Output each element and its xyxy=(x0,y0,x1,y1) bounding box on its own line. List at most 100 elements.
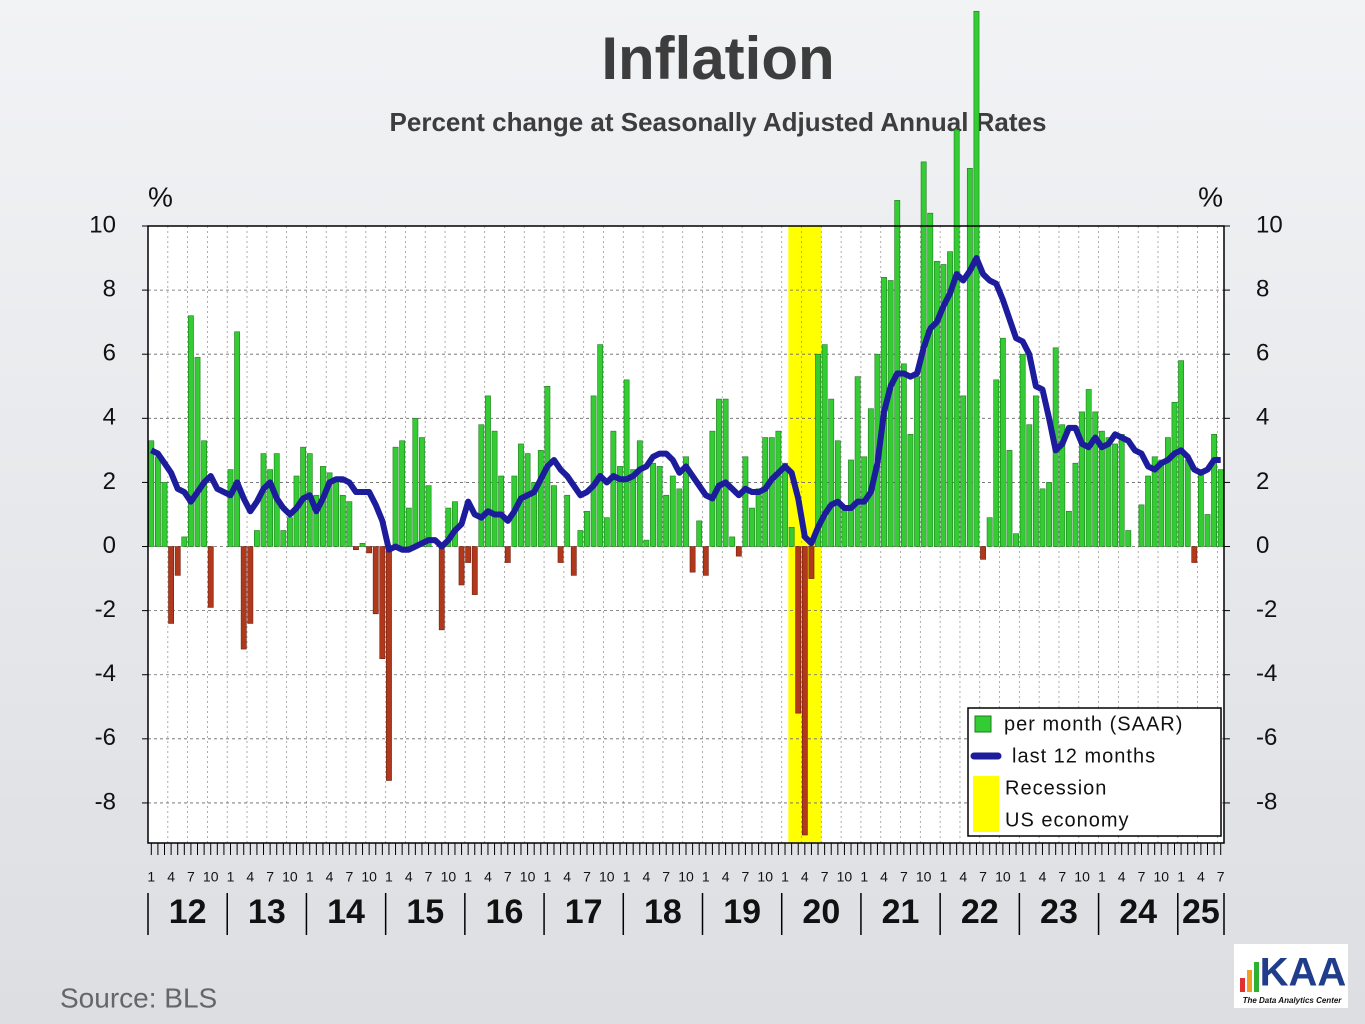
x-tick-label: 1 xyxy=(1098,869,1106,885)
bar xyxy=(564,494,571,547)
bar xyxy=(254,530,260,547)
bar xyxy=(795,546,802,714)
x-tick-label: 4 xyxy=(246,869,254,885)
chart-title: Inflation xyxy=(601,25,834,92)
x-tick-label: 1 xyxy=(227,869,235,885)
bar xyxy=(1072,462,1079,547)
bar xyxy=(359,543,366,547)
bar xyxy=(729,536,736,547)
bar xyxy=(1145,475,1151,547)
bar xyxy=(940,264,947,547)
bar xyxy=(485,395,491,547)
x-tick-label: 4 xyxy=(563,869,571,885)
x-tick-label: 4 xyxy=(1197,869,1205,885)
bar xyxy=(722,398,729,547)
bar xyxy=(676,488,683,547)
y-tick-label: -8 xyxy=(95,788,116,815)
year-label: 18 xyxy=(644,893,682,931)
x-tick-label: 1 xyxy=(385,869,393,885)
x-tick-label: 10 xyxy=(1153,869,1169,885)
bar xyxy=(194,357,201,547)
bar xyxy=(1204,514,1211,547)
bar xyxy=(280,530,287,547)
x-tick-label: 4 xyxy=(959,869,967,885)
bar xyxy=(1032,395,1039,547)
bar xyxy=(1065,510,1072,547)
year-label: 22 xyxy=(961,893,999,931)
x-tick-label: 4 xyxy=(405,869,413,885)
bar xyxy=(927,212,934,547)
bar xyxy=(478,424,485,547)
x-tick-label: 10 xyxy=(995,869,1011,885)
bar xyxy=(537,450,544,547)
year-label: 14 xyxy=(327,893,365,931)
legend-label: Recession xyxy=(1005,777,1107,799)
x-tick-label: 10 xyxy=(916,869,932,885)
bar xyxy=(1217,469,1224,547)
x-tick-label: 7 xyxy=(345,869,353,885)
legend-swatch xyxy=(974,715,992,733)
bar xyxy=(815,353,821,547)
bar xyxy=(663,494,670,547)
bar xyxy=(947,251,953,547)
bar xyxy=(399,440,406,547)
bar xyxy=(788,526,795,547)
y-tick-label: 6 xyxy=(103,340,116,367)
x-tick-label: 7 xyxy=(1138,869,1146,885)
x-tick-label: 7 xyxy=(504,869,512,885)
bar xyxy=(689,546,696,573)
x-tick-label: 10 xyxy=(441,869,457,885)
x-tick-label: 4 xyxy=(1118,869,1126,885)
bar xyxy=(617,466,623,547)
year-label: 24 xyxy=(1119,893,1157,931)
x-tick-label: 4 xyxy=(484,869,492,885)
bar xyxy=(636,440,643,547)
bar xyxy=(1059,424,1066,547)
logo-bar xyxy=(1247,970,1252,992)
y2-tick-label: 4 xyxy=(1256,404,1269,431)
bar xyxy=(419,437,425,547)
x-tick-label: 1 xyxy=(623,869,631,885)
y-tick-label: 4 xyxy=(103,404,116,431)
bar xyxy=(801,546,808,836)
bar xyxy=(1138,504,1145,547)
bar xyxy=(1085,389,1092,547)
bar xyxy=(181,536,188,547)
bar xyxy=(841,507,848,547)
bar xyxy=(458,546,465,586)
year-label: 25 xyxy=(1182,893,1220,931)
bar xyxy=(372,546,379,615)
bar xyxy=(188,315,194,547)
x-tick-label: 4 xyxy=(1039,869,1047,885)
y2-axis-label: % xyxy=(1198,181,1223,212)
bar xyxy=(326,472,333,547)
bar xyxy=(887,280,894,547)
year-label: 21 xyxy=(882,893,920,931)
logo-box xyxy=(1234,944,1348,1008)
bar xyxy=(980,546,986,560)
y2-tick-label: 6 xyxy=(1256,340,1269,367)
bar xyxy=(247,546,254,624)
x-tick-label: 10 xyxy=(678,869,694,885)
bar xyxy=(1026,424,1033,547)
x-tick-label: 4 xyxy=(880,869,888,885)
bar xyxy=(366,546,373,554)
bar xyxy=(1105,437,1112,547)
bar xyxy=(445,507,452,547)
bar xyxy=(333,478,340,547)
legend-label: US economy xyxy=(1005,809,1130,831)
bar xyxy=(854,376,861,547)
y2-tick-label: 0 xyxy=(1256,532,1269,559)
bar xyxy=(313,494,320,547)
x-tick-label: 1 xyxy=(306,869,314,885)
bar xyxy=(907,434,914,547)
bar xyxy=(1191,546,1198,563)
x-tick-label: 7 xyxy=(1058,869,1066,885)
bar xyxy=(1092,411,1099,547)
x-tick-label: 1 xyxy=(543,869,551,885)
bar xyxy=(953,129,960,547)
logo-bar xyxy=(1254,962,1259,992)
bar xyxy=(1197,469,1204,547)
x-tick-label: 1 xyxy=(1177,869,1185,885)
line xyxy=(149,255,1221,553)
